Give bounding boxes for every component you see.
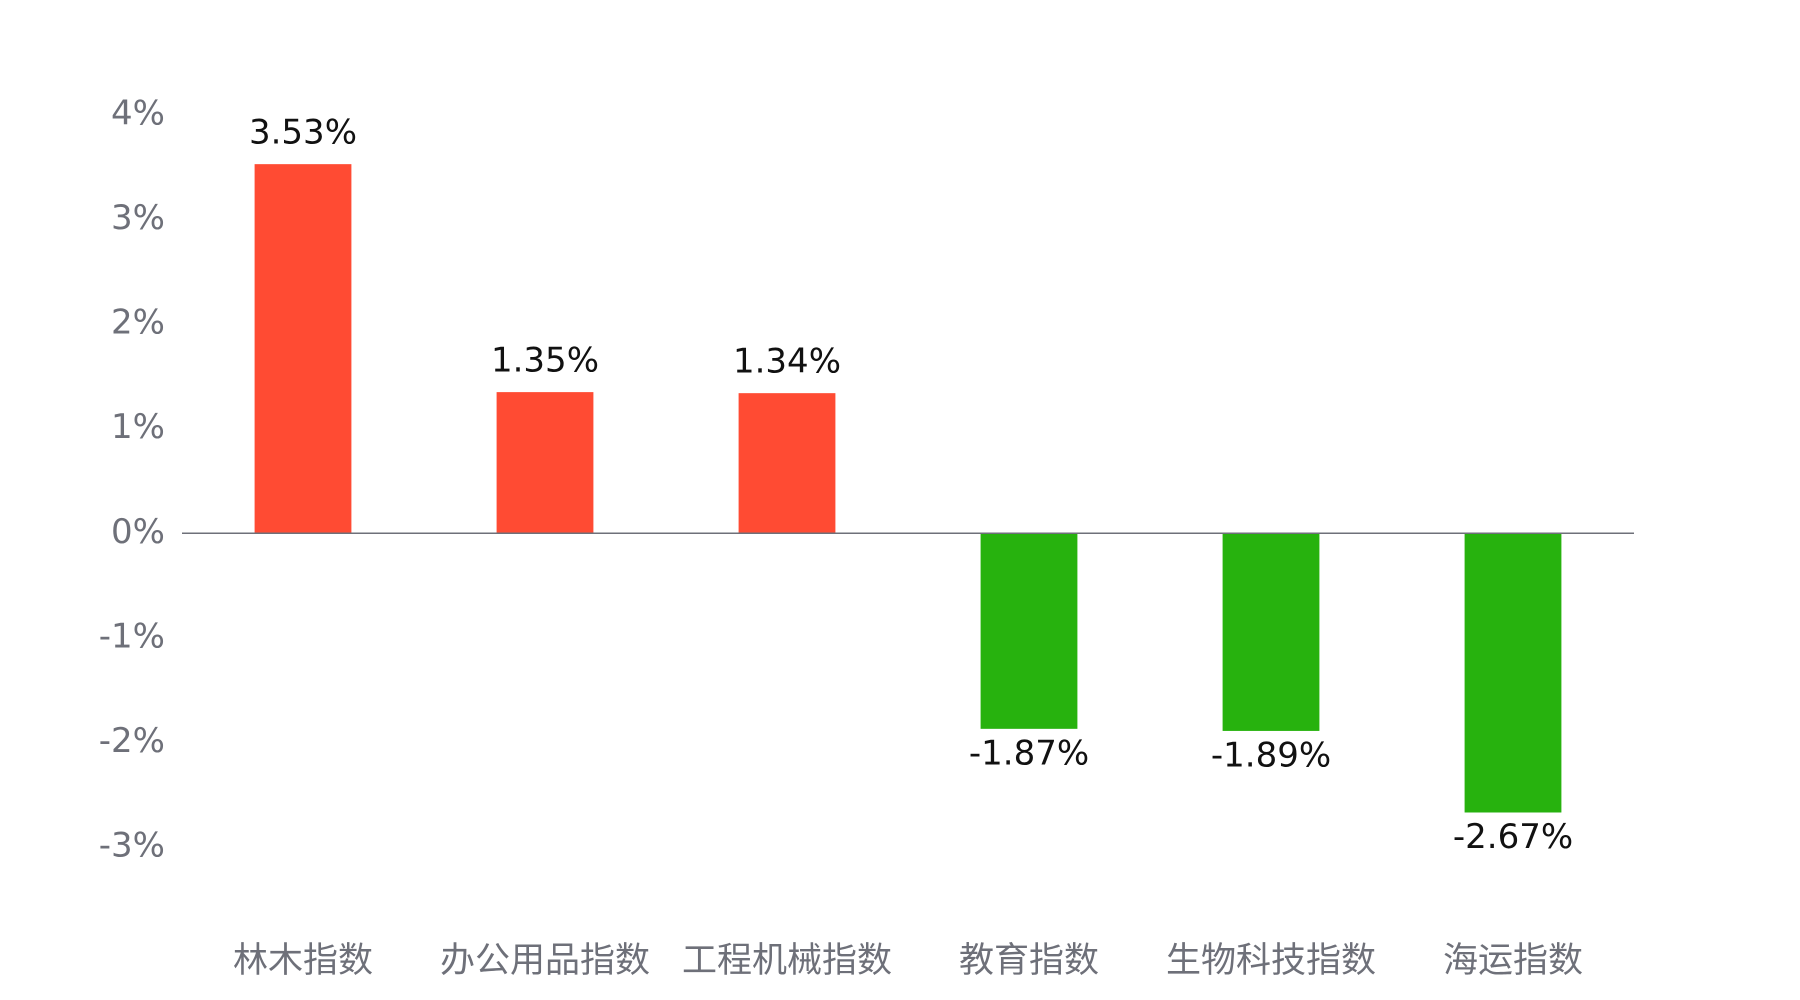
y-tick-label: -3%	[99, 826, 165, 866]
y-tick-label: 3%	[111, 198, 165, 238]
x-tick-label: 生物科技指数	[1166, 941, 1376, 981]
x-tick-label: 工程机械指数	[682, 941, 892, 981]
value-label: -1.87%	[969, 733, 1089, 773]
y-tick-label: 0%	[111, 512, 165, 552]
value-label: 1.34%	[733, 342, 841, 382]
bar	[980, 533, 1078, 729]
x-tick-label: 林木指数	[233, 941, 373, 981]
x-tick-label: 教育指数	[959, 941, 1099, 981]
x-tick-label: 海运指数	[1443, 941, 1583, 981]
bar	[254, 164, 352, 534]
y-tick-label: -2%	[99, 721, 165, 761]
value-label: -1.89%	[1211, 735, 1331, 775]
value-label: -2.67%	[1453, 817, 1573, 857]
y-tick-label: 4%	[111, 94, 165, 134]
bar	[1222, 533, 1320, 731]
y-tick-label: 2%	[111, 303, 165, 343]
x-tick-label: 办公用品指数	[440, 941, 650, 981]
bar	[738, 393, 836, 534]
value-label: 3.53%	[249, 113, 357, 153]
bar	[1464, 533, 1562, 813]
y-tick-label: -1%	[99, 616, 165, 656]
bar	[496, 392, 594, 534]
y-tick-label: 1%	[111, 407, 165, 447]
value-label: 1.35%	[491, 341, 599, 381]
